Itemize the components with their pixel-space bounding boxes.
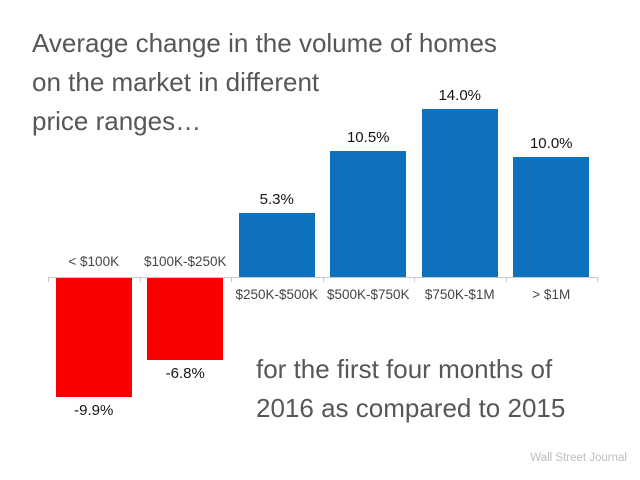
value-label: 10.0% [529,135,573,152]
bar-6 [513,157,590,277]
x-axis-tick [139,277,141,282]
x-axis-tick [48,277,49,282]
chart-title: Average change in the volume of homes on… [32,24,497,141]
value-label: -9.9% [74,401,114,419]
chart-title-line: on the market in different [32,67,320,97]
category-label: $250K-$500K [235,287,319,302]
x-axis-tick [597,277,598,282]
value-label: -6.8% [165,364,205,382]
category-label: $500K-$750K [326,287,410,302]
value-label: 14.0% [438,87,482,104]
x-axis-tick [505,277,507,282]
chart-title-line: Average change in the volume of homes [32,28,497,58]
bar-1 [55,278,132,397]
value-label: 5.3% [259,191,294,209]
bar-3 [238,213,315,277]
category-label: $100K-$250K [143,254,227,269]
chart-subtitle-line: for the first four months of [256,354,553,384]
bar-2 [147,278,224,360]
category-label: < $100K [68,254,120,269]
x-axis-tick [322,277,324,282]
x-axis-tick [414,277,415,282]
bar-5 [421,109,498,277]
value-label: 10.5% [346,129,390,146]
x-axis-tick [231,277,232,282]
category-label: $750K-$1M [424,287,495,302]
chart-subtitle-line: 2016 as compared to 2015 [256,393,566,423]
chart-title-line: price ranges… [32,106,202,136]
bar-4 [330,151,407,277]
chart-subtitle: for the first four months of 2016 as com… [256,350,565,428]
category-label: > $1M [532,287,571,302]
source-attribution: Wall Street Journal [530,452,627,464]
